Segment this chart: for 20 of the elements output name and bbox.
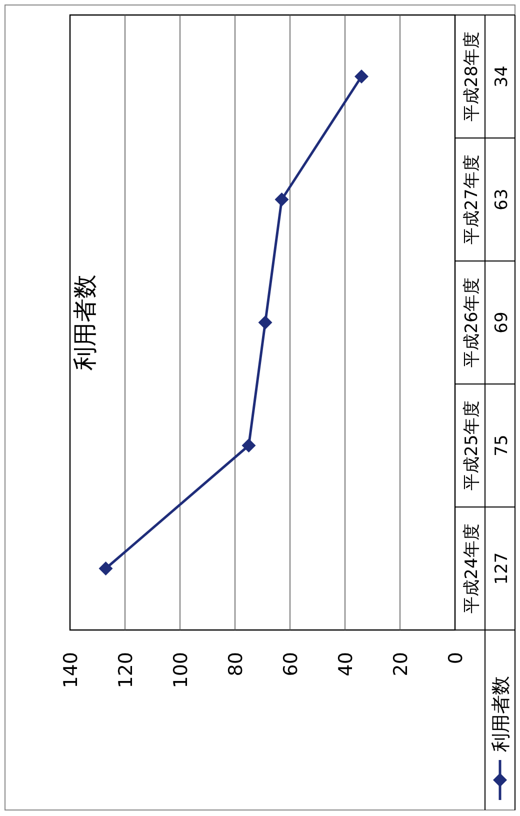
x-tick-label: 40	[335, 652, 357, 676]
text: 利用者数	[71, 274, 99, 370]
data-label: 127	[492, 552, 512, 585]
y-tick-label: 平成25年度	[462, 400, 482, 490]
x-tick-label: 120	[115, 652, 137, 688]
data-label: 75	[492, 434, 512, 456]
x-tick-label: 80	[225, 652, 247, 676]
y-tick-label: 平成28年度	[462, 32, 482, 122]
legend: 利用者数	[490, 676, 512, 800]
x-tick-label: 60	[280, 652, 302, 676]
data-label: 69	[492, 312, 512, 334]
x-tick-label: 0	[445, 652, 467, 664]
x-tick-label: 20	[390, 652, 412, 676]
y-tick-label: 平成26年度	[462, 278, 482, 368]
data-label: 63	[492, 188, 512, 210]
x-tick-label: 140	[60, 652, 82, 688]
x-tick-label: 100	[170, 652, 192, 688]
data-label: 34	[492, 66, 512, 88]
y-tick-label: 平成24年度	[462, 524, 482, 614]
y-tick-label: 平成27年度	[462, 154, 482, 244]
